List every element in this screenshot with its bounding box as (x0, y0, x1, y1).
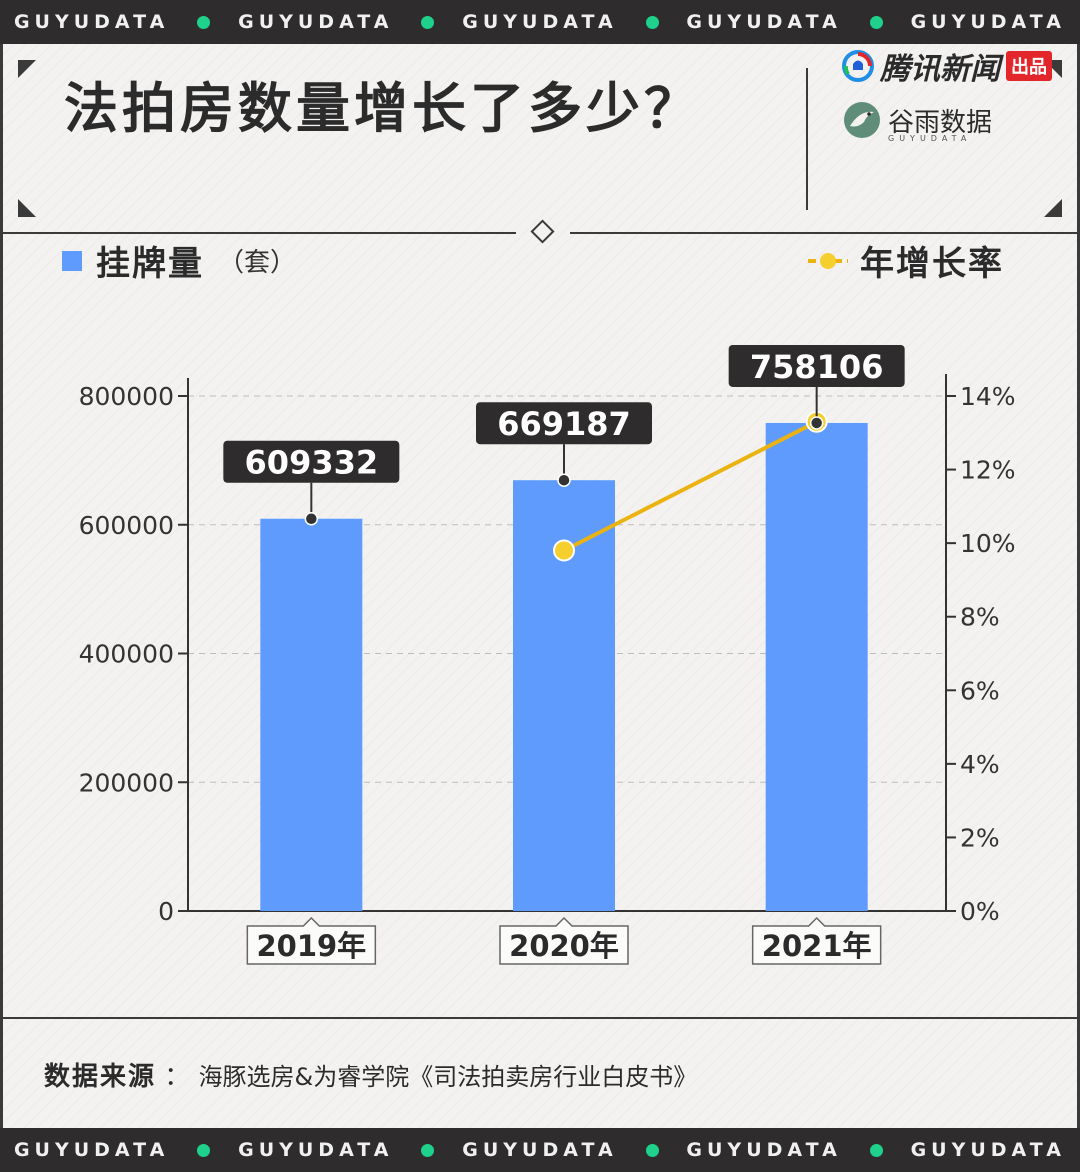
data-label: 758106 (750, 348, 884, 386)
y-left-tick-label: 400000 (79, 640, 174, 669)
page-title: 法拍房数量增长了多少？ (64, 77, 702, 140)
banner-dot-icon (421, 15, 435, 29)
banner-text: GUYUDATA (238, 11, 394, 33)
banner-text: GUYUDATA (910, 11, 1066, 33)
source-text: 海豚选房&为睿学院《司法拍卖房行业白皮书》 (198, 1063, 698, 1091)
data-label-box (728, 344, 905, 387)
corner-icon (1044, 199, 1062, 217)
banner-dot-icon (197, 1143, 211, 1157)
guyu-data-logo: 谷雨数据 (842, 100, 992, 140)
y-right-tick-label: 6% (960, 676, 1000, 705)
banner-dot-icon (869, 1143, 883, 1157)
banner-text: GUYUDATA (13, 1139, 170, 1161)
header-vertical-divider (806, 68, 808, 210)
header-divider-left (0, 232, 516, 234)
y-right-tick-label: 2% (960, 823, 1000, 852)
x-category-box (499, 916, 629, 965)
banner-dot-icon (645, 1143, 659, 1157)
bar (765, 422, 868, 911)
tencent-bell-icon (842, 50, 874, 82)
x-category-label: 2019年 (256, 929, 366, 963)
line-legend-label: 年增长率 (860, 244, 1004, 284)
source-label: 数据来源 (44, 1062, 157, 1092)
banner-dot-icon (869, 15, 883, 29)
y-right-tick-label: 4% (960, 750, 1000, 779)
guyu-bird-icon (844, 102, 880, 138)
guyu-data-text: 谷雨数据 (888, 107, 993, 138)
top-banner: GUYUDATA GUYUDATA GUYUDATA GUYUDATA GUYU… (0, 0, 1080, 44)
banner-text: GUYUDATA (686, 1139, 842, 1161)
data-label-anchor (304, 511, 319, 526)
tencent-news-logo: 腾讯新闻 出品 (842, 44, 1052, 88)
bar-legend-swatch (62, 250, 82, 271)
y-left-tick-label: 600000 (79, 511, 174, 540)
bottom-banner: GUYUDATA GUYUDATA GUYUDATA GUYUDATA GUYU… (0, 1128, 1080, 1172)
y-right-tick-label: 0% (960, 897, 1000, 926)
header-divider-right (570, 232, 1080, 234)
banner-dot-icon (421, 1143, 435, 1157)
footer-divider (0, 1017, 1080, 1019)
banner-dot-icon (645, 15, 659, 29)
bar (260, 518, 363, 911)
growth-rate-line (563, 419, 818, 553)
bar-legend: 挂牌量 （套） (62, 236, 296, 285)
growth-rate-point (553, 539, 575, 562)
y-right-tick-label: 14% (960, 382, 1016, 411)
y-right-tick-label: 10% (960, 529, 1016, 558)
tencent-news-text: 腾讯新闻 (880, 52, 1000, 87)
banner-dot-icon (197, 15, 211, 29)
y-left-tick-label: 800000 (79, 382, 174, 411)
banner-text: GUYUDATA (13, 11, 170, 33)
data-label-anchor (557, 473, 571, 487)
x-category-label: 2020年 (509, 929, 619, 963)
banner-text: GUYUDATA (910, 1139, 1066, 1161)
y-right-tick-label: 12% (960, 456, 1016, 485)
banner-text: GUYUDATA (462, 11, 618, 33)
source-separator: ： (164, 1062, 191, 1092)
frame-left (0, 44, 3, 1128)
y-left-tick-label: 0 (158, 897, 174, 926)
frame-right (1077, 44, 1080, 1128)
data-label: 669187 (497, 405, 631, 443)
guyu-data-subtext: GUYUDATA (888, 134, 972, 143)
line-legend-icon (808, 252, 848, 269)
y-left-tick-label: 200000 (79, 768, 174, 797)
source-note: 数据来源 ： 海豚选房&为睿学院《司法拍卖房行业白皮书》 (44, 1056, 697, 1093)
data-label-anchor (809, 416, 824, 430)
bar-legend-unit: （套） (218, 248, 297, 278)
x-category-box (246, 916, 377, 965)
bar-legend-label: 挂牌量 (96, 244, 204, 284)
line-legend: 年增长率 (806, 236, 1004, 285)
corner-icon (18, 199, 36, 217)
banner-text: GUYUDATA (462, 1139, 618, 1161)
corner-icon (18, 60, 36, 78)
banner-text: GUYUDATA (686, 11, 842, 33)
data-label: 609332 (245, 444, 379, 482)
data-label-box (476, 402, 652, 445)
y-right-tick-label: 8% (960, 603, 1000, 632)
x-category-label: 2021年 (762, 929, 872, 963)
banner-text: GUYUDATA (238, 1139, 394, 1161)
tencent-badge: 出品 (1006, 51, 1052, 81)
data-label-box (223, 440, 400, 483)
x-category-box (751, 916, 882, 965)
